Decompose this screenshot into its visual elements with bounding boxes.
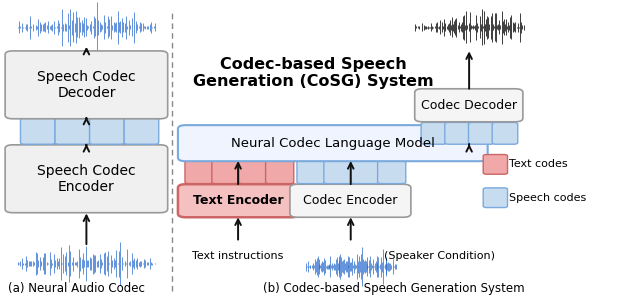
FancyBboxPatch shape [5,51,168,119]
FancyBboxPatch shape [324,160,352,184]
Text: Text codes: Text codes [509,159,568,169]
FancyBboxPatch shape [239,160,267,184]
Text: Text Encoder: Text Encoder [193,194,284,207]
FancyBboxPatch shape [290,184,411,217]
FancyBboxPatch shape [55,118,90,144]
FancyBboxPatch shape [492,122,518,144]
FancyBboxPatch shape [415,89,523,122]
FancyBboxPatch shape [20,118,55,144]
FancyBboxPatch shape [5,145,168,213]
FancyBboxPatch shape [124,118,159,144]
FancyBboxPatch shape [90,118,124,144]
FancyBboxPatch shape [212,160,240,184]
FancyBboxPatch shape [266,160,294,184]
Text: (a) Neural Audio Codec: (a) Neural Audio Codec [8,282,145,295]
FancyBboxPatch shape [445,122,470,144]
Text: Speech Codec
Decoder: Speech Codec Decoder [37,70,136,100]
Text: Speech Codec
Encoder: Speech Codec Encoder [37,164,136,194]
Text: Codec Encoder: Codec Encoder [303,194,397,207]
FancyBboxPatch shape [351,160,379,184]
Text: Codec Decoder: Codec Decoder [421,99,517,112]
Text: Codec-based Speech
Generation (CoSG) System: Codec-based Speech Generation (CoSG) Sys… [193,57,434,89]
FancyBboxPatch shape [178,184,299,217]
FancyBboxPatch shape [378,160,406,184]
FancyBboxPatch shape [178,125,488,161]
FancyBboxPatch shape [468,122,494,144]
FancyBboxPatch shape [483,188,508,208]
Text: Neural Codec Language Model: Neural Codec Language Model [231,137,435,150]
FancyBboxPatch shape [185,160,213,184]
Text: (Speaker Condition): (Speaker Condition) [384,251,495,261]
Text: (b) Codec-based Speech Generation System: (b) Codec-based Speech Generation System [263,282,524,295]
FancyBboxPatch shape [421,122,447,144]
Text: Text instructions: Text instructions [193,251,284,261]
FancyBboxPatch shape [297,160,325,184]
FancyBboxPatch shape [483,155,508,174]
Text: Speech codes: Speech codes [509,192,587,203]
